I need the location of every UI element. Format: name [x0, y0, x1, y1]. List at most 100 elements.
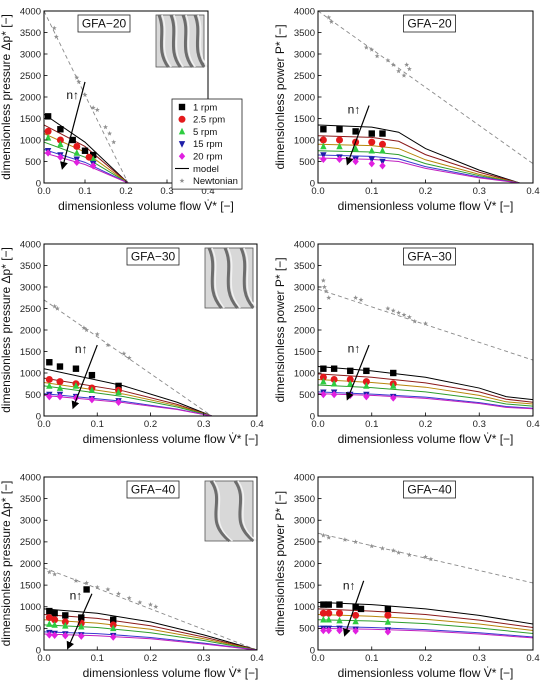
data-point-1-rpm	[81, 147, 89, 154]
chart-panel-p4: n↑ GFA−30 0.0 0.1 0.2 0.3 0.4 0 500 1000 1500 2000 2…	[273, 239, 540, 446]
newtonian-point	[52, 571, 58, 577]
data-point-1-rpm	[357, 605, 365, 613]
x-tick-label: 0.0	[37, 186, 50, 197]
data-point-5-rpm	[336, 142, 343, 150]
y-tick-label: 2000	[20, 92, 41, 103]
chart-panel-p2: n↑ GFA−20 0.0 0.1 0.2 0.3 0.4 0 500 1000 1500 2000 2…	[273, 6, 540, 213]
y-tick-label: 1000	[20, 135, 41, 146]
newtonian-point	[423, 554, 428, 560]
x-axis-label: dimensionless volume flow V̇* [−]	[338, 199, 514, 213]
y-tick-label: 2500	[294, 537, 315, 548]
newtonian-point	[423, 320, 428, 326]
data-point-2-5-rpm	[319, 373, 327, 381]
y-tick-label: 500	[299, 624, 315, 635]
x-tick-label: 0.0	[311, 186, 324, 197]
x-tick-label: 0.1	[78, 186, 91, 197]
data-point-2-5-rpm	[56, 378, 64, 386]
speed-annotation: n↑	[348, 102, 361, 116]
data-point-1-rpm	[46, 359, 53, 366]
y-tick-label: 2000	[294, 92, 315, 103]
data-point-20-rpm	[88, 395, 96, 404]
y-tick-label: 3000	[20, 282, 41, 293]
y-tick-label: 2000	[20, 559, 41, 570]
data-point-2-5-rpm	[44, 127, 52, 135]
trend-arrow	[345, 105, 370, 166]
data-point-20-rpm	[72, 394, 80, 402]
panel-title-box: GFA−20	[77, 14, 131, 33]
newtonian-point	[111, 139, 117, 145]
panel-title-box: GFA−40	[403, 480, 456, 499]
y-tick-label: 3000	[294, 49, 315, 60]
x-tick-label: 0.3	[473, 419, 486, 430]
data-point-2-5-rpm	[73, 142, 81, 150]
data-point-1-rpm	[69, 136, 76, 144]
newtonian-dashed-line	[318, 11, 533, 165]
newtonian-point	[53, 34, 59, 39]
x-tick-label: 0.2	[144, 419, 157, 430]
data-point-5-rpm	[46, 620, 53, 627]
screw-flight	[193, 14, 206, 68]
data-point-1-rpm	[83, 586, 90, 593]
y-tick-label: 2500	[20, 304, 41, 315]
title-frame	[126, 480, 180, 499]
data-point-1-rpm	[72, 365, 80, 372]
data-point-20-rpm	[352, 627, 359, 635]
data-point-5-rpm	[46, 382, 53, 389]
newtonian-point	[385, 57, 391, 63]
screw-inset-image	[204, 480, 257, 543]
trend-arrow	[343, 580, 365, 637]
model-line	[318, 154, 520, 183]
newtonian-point	[84, 327, 90, 333]
y-tick-label: 500	[25, 624, 41, 635]
newtonian-point	[380, 545, 385, 551]
newtonian-point	[84, 580, 90, 586]
data-point-20-rpm	[352, 157, 359, 166]
screw-flight-highlight	[173, 14, 184, 68]
title-frame	[403, 480, 456, 499]
y-tick-label: 2000	[20, 325, 41, 336]
newtonian-point	[369, 543, 375, 549]
y-tick-label: 1500	[20, 580, 41, 591]
legend-label: 5 rpm	[193, 127, 217, 138]
x-tick-label: 0.2	[144, 653, 157, 664]
y-tick-label: 500	[299, 157, 315, 168]
title-frame	[126, 247, 180, 266]
x-tick-label: 0.0	[311, 419, 324, 430]
x-axis-label: dimensionless volume flow V̇* [−]	[338, 666, 514, 680]
data-point-20-rpm	[336, 155, 343, 164]
y-axis-label: dimensionless pressure Δp* [−]	[0, 14, 13, 180]
y-tick-label: 2000	[294, 559, 315, 570]
data-point-1-rpm	[390, 369, 397, 377]
x-tick-label: 0.2	[419, 419, 432, 430]
data-point-1-rpm	[384, 605, 392, 613]
screw-flight-highlight	[227, 247, 241, 309]
newtonian-point	[428, 556, 434, 562]
y-axis-label: dimensionless power P* [−]	[273, 24, 287, 169]
legend-marker	[179, 178, 185, 183]
newtonian-point	[148, 601, 153, 607]
newtonian-point	[82, 92, 88, 97]
plot-area	[318, 277, 533, 410]
y-tick-label: 1500	[294, 580, 315, 591]
model-line	[318, 157, 520, 183]
newtonian-point	[94, 331, 100, 337]
x-axis-label: dimensionless volume flow V̇* [−]	[83, 666, 259, 680]
model-line	[44, 377, 212, 416]
data-point-1-rpm	[88, 371, 96, 379]
plot-area	[318, 532, 533, 639]
chart-panel-p3: n↑ GFA−30 0.0 0.1 0.2 0.3 0.4 0 500 1000 1500 2000 2…	[0, 239, 264, 446]
data-point-1-rpm	[56, 363, 64, 370]
title-frame	[403, 247, 456, 266]
legend-label: 20 rpm	[193, 152, 223, 163]
data-point-5-rpm	[78, 622, 85, 630]
x-tick-label: 0.3	[473, 653, 486, 664]
newtonian-point	[137, 599, 143, 605]
model-line	[44, 141, 129, 183]
panel-title-box: GFA−30	[126, 247, 180, 266]
data-point-2-5-rpm	[336, 136, 343, 144]
y-tick-label: 0	[36, 178, 41, 189]
newtonian-point	[126, 595, 132, 601]
x-tick-label: 0.1	[365, 419, 378, 430]
y-tick-label: 500	[25, 157, 41, 168]
